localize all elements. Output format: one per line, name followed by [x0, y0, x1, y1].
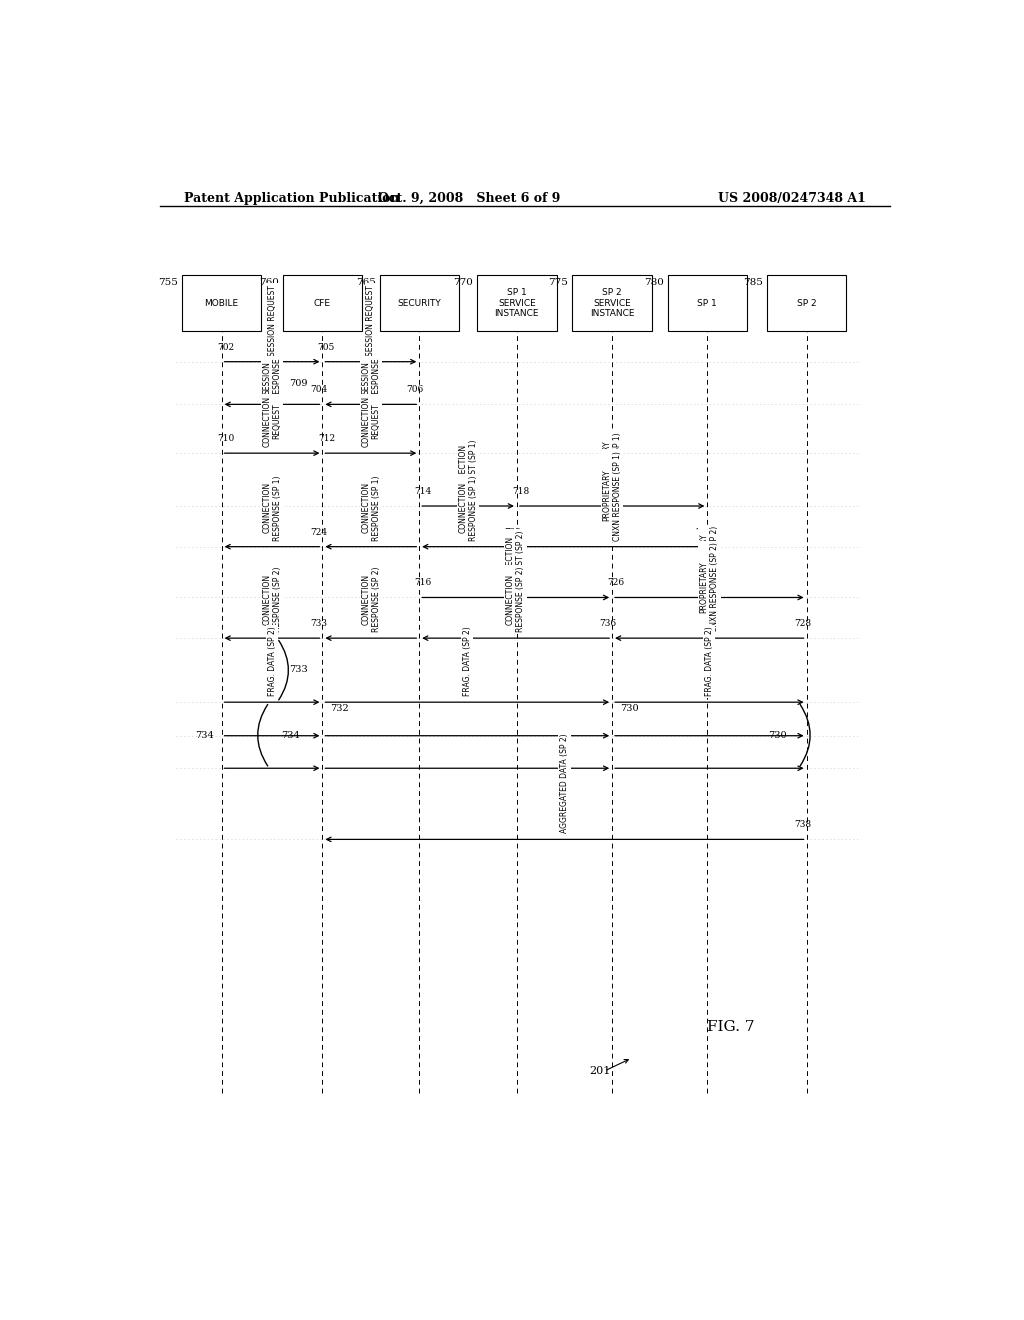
Text: MOBILE: MOBILE [205, 298, 239, 308]
Text: 706: 706 [407, 385, 424, 395]
Text: CONNECTION
RESPONSE (SP 2): CONNECTION RESPONSE (SP 2) [262, 566, 282, 632]
Text: SESSION REQUEST: SESSION REQUEST [267, 285, 276, 355]
Text: SP 2: SP 2 [797, 298, 816, 308]
Text: 730: 730 [768, 731, 786, 741]
Text: Patent Application Publication: Patent Application Publication [183, 191, 399, 205]
Text: CONNECTION
REQUEST (SP 1): CONNECTION REQUEST (SP 1) [459, 440, 478, 500]
Text: 712: 712 [317, 434, 335, 444]
Text: 720: 720 [695, 528, 712, 536]
Text: US 2008/0247348 A1: US 2008/0247348 A1 [718, 191, 866, 205]
Text: 722: 722 [505, 528, 521, 536]
Text: AGGREGATED DATA (SP 2): AGGREGATED DATA (SP 2) [560, 734, 569, 833]
Text: CONNECTION
RESPONSE (SP 1): CONNECTION RESPONSE (SP 1) [459, 475, 478, 541]
Text: 785: 785 [743, 279, 763, 288]
Text: CONNECTION
REQUEST (SP 2): CONNECTION REQUEST (SP 2) [506, 531, 525, 591]
Text: 724: 724 [310, 528, 327, 536]
Text: 780: 780 [644, 279, 664, 288]
FancyBboxPatch shape [283, 276, 362, 331]
Text: 726: 726 [607, 578, 625, 587]
Text: FRAG. DATA (SP 2): FRAG. DATA (SP 2) [463, 626, 472, 696]
Text: 714: 714 [415, 487, 432, 496]
Text: CONNECTION
REQUEST: CONNECTION REQUEST [262, 396, 282, 447]
Text: 728: 728 [794, 619, 811, 628]
Text: 734: 734 [282, 731, 300, 741]
Text: 702: 702 [217, 342, 234, 351]
Text: PROPRIETARY
CNXN RESPONSE (SP 1): PROPRIETARY CNXN RESPONSE (SP 1) [602, 450, 622, 541]
Text: SESSION
RESPONSE: SESSION RESPONSE [262, 358, 282, 399]
Text: 770: 770 [454, 279, 473, 288]
Text: SP 1: SP 1 [697, 298, 717, 308]
Text: 201: 201 [590, 1067, 611, 1076]
Text: FIG. 7: FIG. 7 [708, 1020, 755, 1035]
Text: 733: 733 [310, 619, 327, 628]
Text: 705: 705 [317, 342, 335, 351]
Text: CONNECTION
RESPONSE (SP 2): CONNECTION RESPONSE (SP 2) [361, 566, 381, 632]
Text: PROPRIETARY
CNXN REQ (SP 2): PROPRIETARY CNXN REQ (SP 2) [699, 527, 719, 591]
Text: 760: 760 [259, 279, 279, 288]
Text: SECURITY: SECURITY [397, 298, 441, 308]
FancyBboxPatch shape [182, 276, 261, 331]
Text: SESSION REQUEST: SESSION REQUEST [367, 285, 376, 355]
Text: FRAG. DATA (SP 2): FRAG. DATA (SP 2) [267, 626, 276, 696]
Text: 734: 734 [195, 731, 214, 741]
Text: 732: 732 [331, 705, 349, 713]
Text: CFE: CFE [314, 298, 331, 308]
Text: FRAG. DATA (SP 2): FRAG. DATA (SP 2) [705, 626, 714, 696]
FancyBboxPatch shape [767, 276, 846, 331]
Text: 716: 716 [415, 578, 432, 587]
FancyBboxPatch shape [668, 276, 746, 331]
Text: CONNECTION
RESPONSE (SP 1): CONNECTION RESPONSE (SP 1) [262, 475, 282, 541]
Text: CONNECTION
REQUEST: CONNECTION REQUEST [361, 396, 381, 447]
FancyBboxPatch shape [477, 276, 557, 331]
FancyBboxPatch shape [380, 276, 459, 331]
FancyBboxPatch shape [572, 276, 651, 331]
Text: Oct. 9, 2008   Sheet 6 of 9: Oct. 9, 2008 Sheet 6 of 9 [378, 191, 560, 205]
Text: 718: 718 [512, 487, 529, 496]
Text: SP 2
SERVICE
INSTANCE: SP 2 SERVICE INSTANCE [590, 288, 634, 318]
Text: 755: 755 [158, 279, 178, 288]
Text: CONNECTION
RESPONSE (SP 2): CONNECTION RESPONSE (SP 2) [506, 566, 525, 632]
Text: 709: 709 [289, 379, 307, 388]
Text: 710: 710 [217, 434, 234, 444]
Text: 730: 730 [620, 705, 639, 713]
Text: PROPRIETARY
CNXN RESPONSE (SP 2): PROPRIETARY CNXN RESPONSE (SP 2) [699, 543, 719, 632]
Text: 775: 775 [549, 279, 568, 288]
Text: 736: 736 [600, 619, 616, 628]
Text: 704: 704 [310, 385, 327, 395]
Text: SESSION
RESPONSE: SESSION RESPONSE [361, 358, 381, 399]
Text: CONNECTION
RESPONSE (SP 1): CONNECTION RESPONSE (SP 1) [361, 475, 381, 541]
Text: 733: 733 [289, 665, 308, 675]
Text: 738: 738 [794, 820, 811, 829]
Text: PROPRIETARY
CNXN REQ. (SP 1): PROPRIETARY CNXN REQ. (SP 1) [602, 432, 622, 500]
Text: 765: 765 [355, 279, 376, 288]
Text: SP 1
SERVICE
INSTANCE: SP 1 SERVICE INSTANCE [495, 288, 539, 318]
